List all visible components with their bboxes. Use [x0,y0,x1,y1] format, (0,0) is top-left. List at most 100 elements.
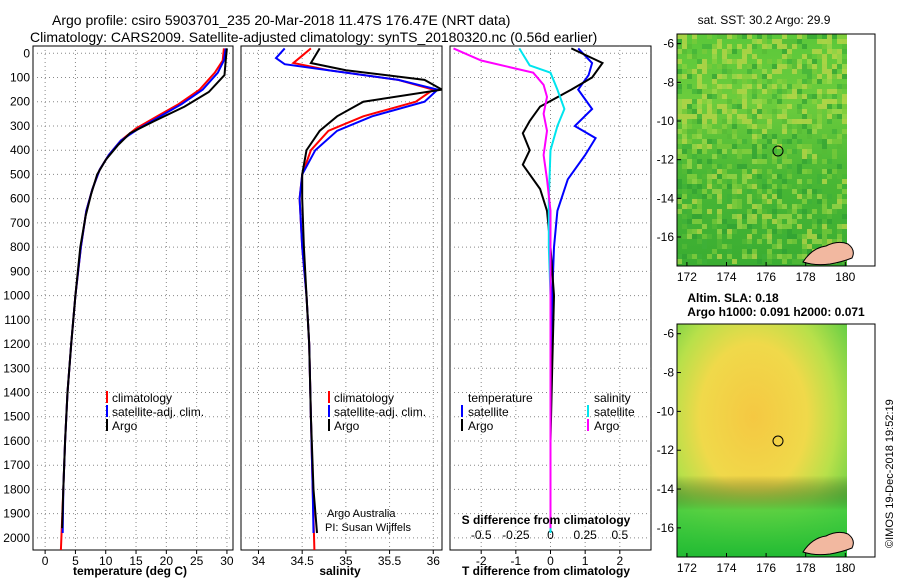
sst-pixel [837,134,842,139]
sst-pixel [782,214,787,219]
series-temperature-satellite-adj-clim- [61,48,227,534]
sst-pixel [717,44,722,49]
sst-pixel [712,94,717,99]
sst-pixel [752,229,757,234]
sst-pixel [777,104,782,109]
sst-pixel [837,234,842,239]
sst-pixel [702,244,707,249]
sst-island-fiji [802,241,854,266]
sst-pixel [807,59,812,64]
sst-pixel [732,179,737,184]
sst-pixel [807,94,812,99]
sst-pixel [802,119,807,124]
sst-pixel [822,209,827,214]
sst-pixel [802,84,807,89]
sst-pixel [842,104,847,109]
sst-pixel [737,119,742,124]
sst-pixel [702,84,707,89]
ytick-depth-7: 700 [10,216,30,230]
sst-pixel [777,214,782,219]
sst-pixel [717,219,722,224]
sst-pixel [772,174,777,179]
s-tick-1: -0.25 [502,528,530,542]
sst-pixel [722,54,727,59]
sst-pixel [782,104,787,109]
sst-pixel [737,154,742,159]
sst-pixel [752,64,757,69]
sst-pixel [812,34,817,39]
sst-pixel [757,204,762,209]
sst-pixel [797,94,802,99]
sst-pixel [732,144,737,149]
xtick-difference-2: 0 [547,554,554,568]
sst-pixel [817,94,822,99]
sst-pixel [762,214,767,219]
sst-pixel [687,169,692,174]
sst-pixel [807,234,812,239]
sst-pixel [782,94,787,99]
sst-pixel [757,259,762,264]
sst-pixel [747,124,752,129]
sst-pixel [742,119,747,124]
sst-pixel [767,259,772,264]
sst-pixel [797,194,802,199]
sst-pixel [752,54,757,59]
sst-pixel [747,44,752,49]
sst-pixel [762,34,767,39]
sst-pixel [687,124,692,129]
sst-pixel [837,204,842,209]
sst-pixel [732,129,737,134]
sst-pixel [777,39,782,44]
sst-pixel [747,184,752,189]
sst-pixel [792,189,797,194]
map-sst-ytick-0: -6 [663,37,674,51]
sst-pixel [682,169,687,174]
sst-pixel [702,94,707,99]
sst-pixel [727,49,732,54]
sst-pixel [832,64,837,69]
sst-pixel [832,114,837,119]
sst-pixel [677,254,682,259]
sst-pixel [742,49,747,54]
sst-pixel [807,34,812,39]
salinity-panel-frame [240,45,443,551]
sst-pixel [697,254,702,259]
sst-pixel [677,129,682,134]
sst-pixel [802,209,807,214]
sst-pixel [752,99,757,104]
sst-pixel [832,69,837,74]
sst-pixel [812,154,817,159]
sst-pixel [832,109,837,114]
sst-pixel [747,254,752,259]
sst-pixel [752,134,757,139]
sst-pixel [722,129,727,134]
sst-pixel [677,99,682,104]
map-sla-xtick-4: 180 [835,561,855,575]
sst-pixel [677,124,682,129]
sst-pixel [727,114,732,119]
sst-pixel [762,159,767,164]
sst-pixel [727,134,732,139]
sst-pixel [842,49,847,54]
sst-pixel [797,139,802,144]
sst-pixel [752,149,757,154]
sst-pixel [732,99,737,104]
sst-pixel [757,59,762,64]
sst-pixel [787,209,792,214]
sst-pixel [702,119,707,124]
sst-pixel [722,104,727,109]
sst-pixel [682,199,687,204]
sst-pixel [722,124,727,129]
sst-pixel [747,119,752,124]
sst-pixel [822,44,827,49]
sst-pixel [842,239,847,244]
sst-pixel [817,34,822,39]
sst-pixel [817,189,822,194]
imos-credit: ©IMOS 19-Dec-2018 19:52:19 [884,399,896,548]
sst-pixel [842,34,847,39]
sst-pixel [747,189,752,194]
sst-pixel [757,79,762,84]
sal-legend-satellite: satellite-adj. clim. [334,405,426,419]
sst-pixel [732,134,737,139]
sst-pixel [832,209,837,214]
